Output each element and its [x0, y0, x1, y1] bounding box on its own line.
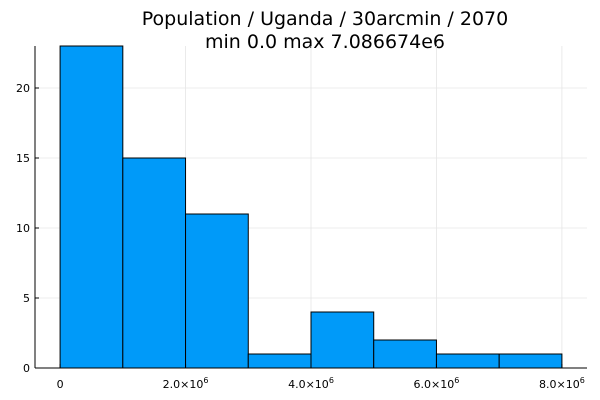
y-tick-label-2: 10: [16, 222, 30, 235]
histogram-bar-7: [498, 353, 563, 369]
chart-subtitle: min 0.0 max 7.086674e6: [205, 31, 445, 53]
y-tick-label-3: 15: [16, 152, 30, 165]
x-tick-label-2: 4.0×106: [288, 376, 334, 391]
y-tick-label-0: 0: [23, 362, 30, 375]
histogram-bar-3: [247, 353, 312, 369]
histogram-bar-5: [373, 339, 437, 369]
axes: [34, 46, 587, 369]
y-tick-label-1: 5: [23, 292, 30, 305]
histogram-bar-2: [185, 213, 249, 369]
chart-title: Population / Uganda / 30arcmin / 2070: [142, 8, 508, 30]
histogram-bar-0: [59, 45, 124, 369]
histogram-bar-6: [435, 353, 500, 369]
histogram-bar-1: [122, 157, 187, 369]
x-tick-label-1: 2.0×106: [163, 376, 209, 391]
tick-labels: 0 2.0×106 4.0×106 6.0×106 8.0×106 0 5 10 15 20: [16, 82, 585, 391]
histogram-bar-4: [310, 311, 375, 369]
x-tick-label-0: 0: [57, 378, 64, 391]
x-tick-label-3: 6.0×106: [414, 376, 460, 391]
y-tick-label-4: 20: [16, 82, 30, 95]
x-tick-label-4: 8.0×106: [539, 376, 585, 391]
